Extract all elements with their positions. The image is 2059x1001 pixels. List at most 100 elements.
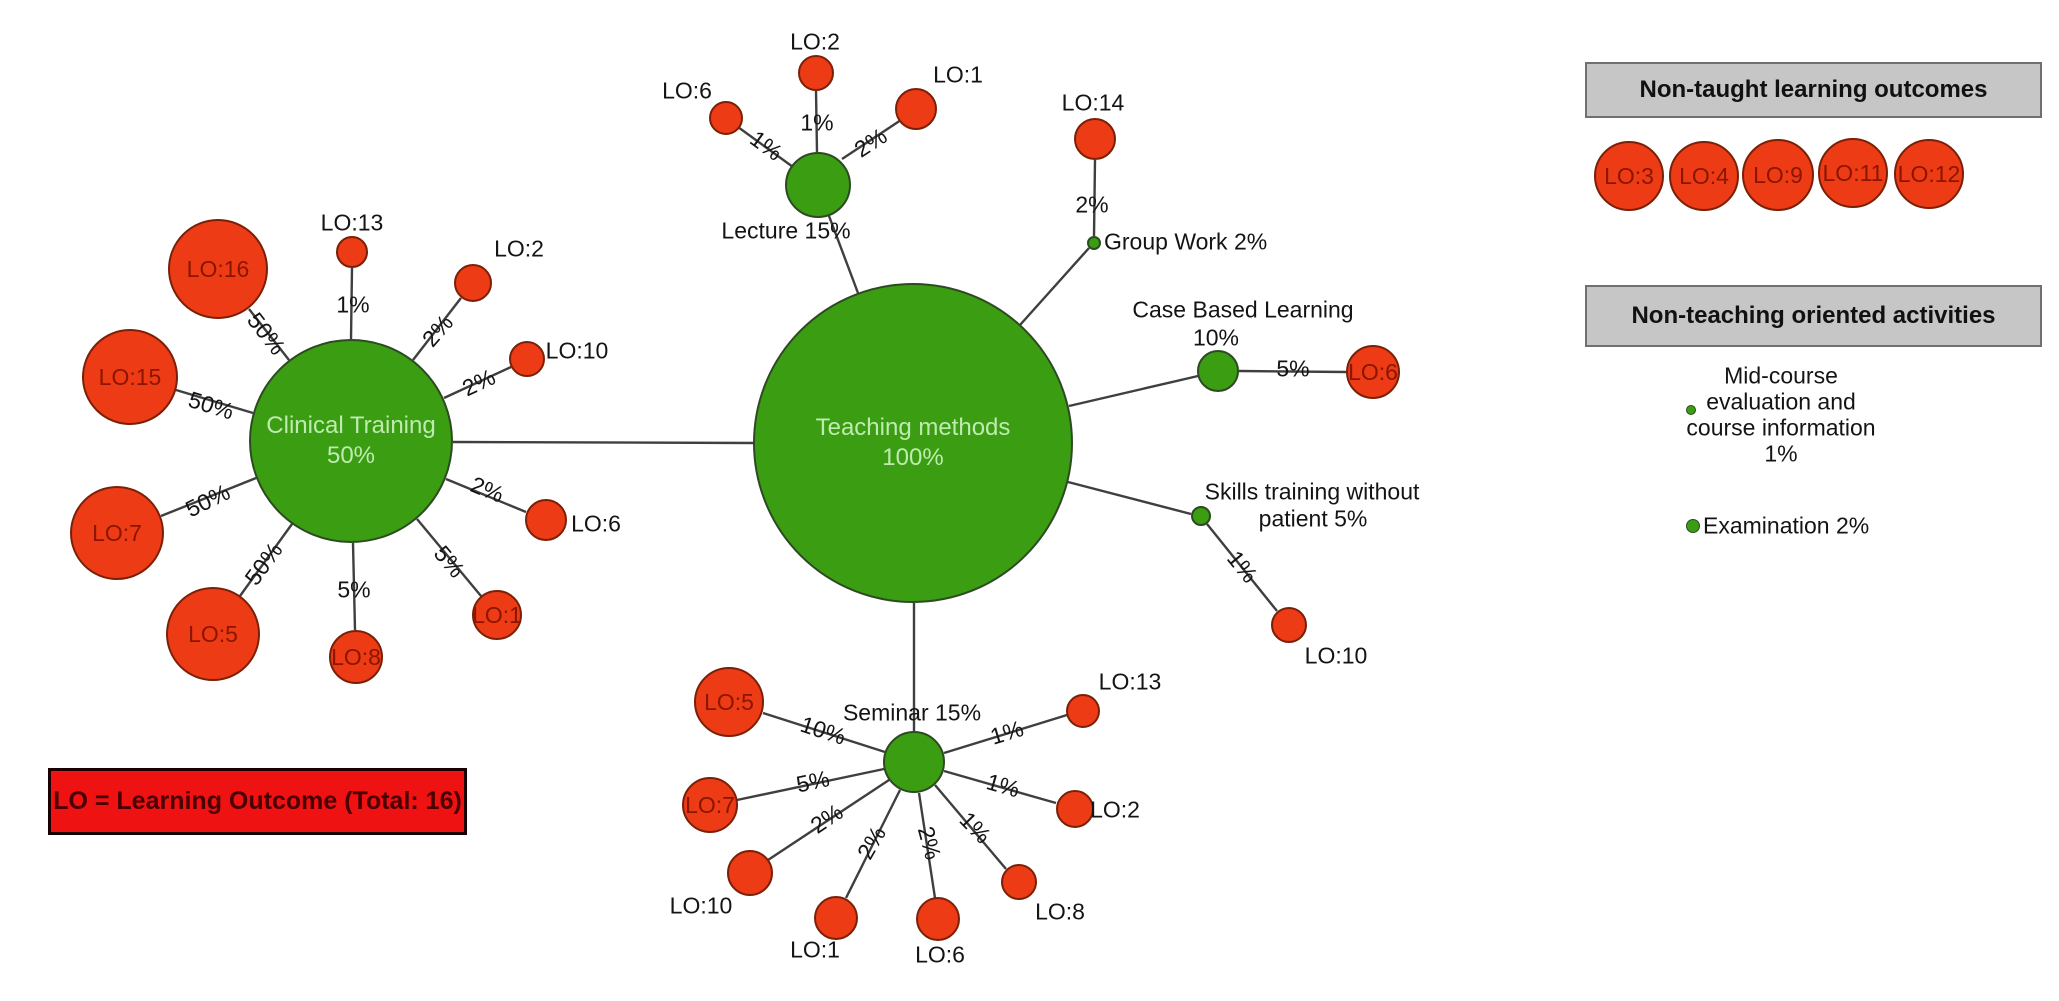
- node-label-clinical-lo8: LO:8: [331, 643, 381, 670]
- note-mid-course: 1%: [1764, 440, 1798, 467]
- node-label-nontaught-lo9: LO:9: [1753, 161, 1803, 188]
- dot-examination: [1686, 519, 1700, 533]
- node-label-clinical-lo15: LO:15: [98, 363, 162, 390]
- edge-line: [1067, 480, 1192, 516]
- node-label-seminar-lo5: LO:5: [704, 688, 754, 715]
- node-lecture: [785, 152, 851, 218]
- node-seminar-lo2: [1056, 790, 1094, 828]
- node-seminar-lo7: LO:7: [682, 777, 738, 833]
- node-clinical-lo10: [509, 341, 545, 377]
- edge-line: [814, 90, 819, 153]
- edge-line: [762, 711, 886, 754]
- node-seminar-lo1: [814, 896, 858, 940]
- edge-line: [248, 308, 290, 361]
- node-clinical-lo5: LO:5: [166, 587, 260, 681]
- node-label-teaching-methods: 100%: [882, 444, 944, 471]
- node-clinical-lo1: LO:1: [472, 590, 522, 640]
- text-label: LO:13: [1098, 668, 1162, 695]
- node-nontaught-lo3: LO:3: [1594, 141, 1664, 211]
- node-lecture-lo2: [798, 55, 834, 91]
- node-label-nontaught-lo3: LO:3: [1604, 162, 1654, 189]
- text-label: LO:2: [1090, 796, 1140, 823]
- node-seminar: [883, 731, 945, 793]
- node-clinical-lo6: [525, 499, 567, 541]
- node-groupwork-lo14: [1074, 118, 1116, 160]
- text-label: Skills training without: [1204, 478, 1420, 505]
- edge-line: [175, 388, 254, 415]
- node-lecture-lo6: [709, 101, 743, 135]
- node-nontaught-lo4: LO:4: [1669, 141, 1739, 211]
- text-label: patient 5%: [1258, 505, 1368, 532]
- node-label-case-lo6: LO:6: [1348, 358, 1398, 385]
- text-label: LO:1: [790, 936, 840, 963]
- node-skills-training-dot: [1191, 506, 1211, 526]
- node-lecture-lo1: [895, 88, 937, 130]
- edge-line: [452, 440, 754, 445]
- node-seminar-lo8: [1001, 864, 1037, 900]
- edge-line: [412, 297, 462, 361]
- edge-line: [443, 365, 512, 400]
- edge-percent-label: 5%: [337, 576, 371, 603]
- edge-line: [934, 784, 1007, 870]
- text-label: LO:6: [571, 510, 621, 537]
- edge-line: [827, 215, 860, 294]
- node-label-nontaught-lo4: LO:4: [1679, 162, 1729, 189]
- edge-line: [917, 792, 937, 899]
- node-case-based-learning: [1197, 350, 1239, 392]
- node-teaching-methods: Teaching methods 100%: [753, 283, 1073, 603]
- edge-percent-label: 10%: [1192, 324, 1240, 351]
- node-case-lo6: LO:6: [1346, 345, 1400, 399]
- node-label-teaching-methods: Teaching methods: [815, 414, 1011, 441]
- node-nontaught-lo11: LO:11: [1818, 138, 1888, 208]
- note-mid-course: Mid-course: [1724, 362, 1838, 389]
- edge-line: [1238, 369, 1347, 374]
- node-clinical-lo15: LO:15: [82, 329, 178, 425]
- text-label: LO:14: [1061, 89, 1125, 116]
- edge-line: [737, 126, 794, 168]
- text-label: LO:10: [669, 892, 733, 919]
- edge-line: [844, 789, 902, 899]
- node-label-nontaught-lo11: LO:11: [1822, 159, 1884, 186]
- text-label: LO:6: [915, 941, 965, 968]
- edge-percent-label: 2%: [1075, 191, 1109, 218]
- node-nontaught-lo12: LO:12: [1894, 139, 1964, 209]
- edge-line: [160, 476, 257, 518]
- text-label: LO:10: [545, 337, 609, 364]
- edge-line: [445, 477, 527, 514]
- node-nontaught-lo9: LO:9: [1742, 139, 1814, 211]
- edge-line: [1019, 247, 1090, 326]
- node-label-clinical-lo7: LO:7: [92, 519, 142, 546]
- text-label: LO:13: [320, 209, 384, 236]
- note-examination: Examination 2%: [1703, 512, 1870, 539]
- edge-line: [351, 542, 357, 631]
- text-label: LO:8: [1035, 898, 1085, 925]
- panel-header-non-taught-outcomes: Non-taught learning outcomes: [1585, 62, 2042, 118]
- node-clinical-lo16: LO:16: [168, 219, 268, 319]
- edge-line: [841, 118, 902, 161]
- text-label: Group Work 2%: [1104, 228, 1268, 255]
- text-label: LO:2: [790, 28, 840, 55]
- note-mid-course: course information: [1686, 414, 1876, 441]
- node-label-clinical-training: Clinical Training 50%: [266, 412, 436, 469]
- edge-percent-label: 1%: [336, 291, 370, 318]
- edge-line: [943, 713, 1068, 755]
- edge-line: [1092, 159, 1097, 237]
- node-label-nontaught-lo12: LO:12: [1897, 160, 1961, 187]
- node-seminar-lo6: [916, 897, 960, 941]
- dot-mid-course: [1686, 405, 1696, 415]
- edge-line: [349, 267, 354, 340]
- node-label-clinical-lo5: LO:5: [188, 620, 238, 647]
- edge-line: [416, 518, 482, 597]
- node-clinical-training: Clinical Training 50%: [249, 339, 453, 543]
- text-label: Seminar 15%: [842, 699, 982, 726]
- node-clinical-lo13: [336, 236, 368, 268]
- edge-percent-label: 5%: [1276, 355, 1310, 382]
- node-label-clinical-lo1: LO:1: [472, 601, 522, 628]
- node-label-clinical-lo16: LO:16: [186, 255, 250, 282]
- text-label: LO:6: [662, 77, 712, 104]
- node-clinical-lo7: LO:7: [70, 486, 164, 580]
- panel-header-non-teaching-activities: Non-teaching oriented activities: [1585, 285, 2042, 347]
- edge-line: [1206, 523, 1278, 612]
